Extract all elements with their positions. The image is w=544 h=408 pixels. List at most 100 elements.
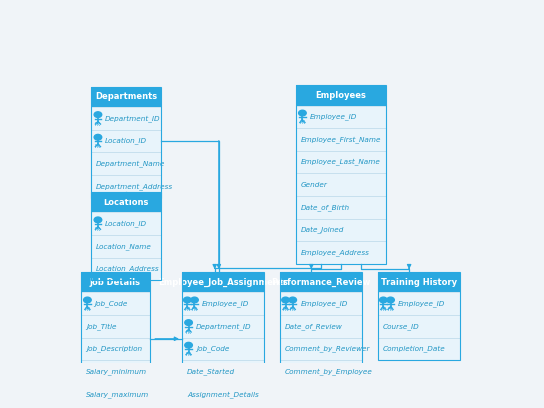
Text: FK: FK xyxy=(387,307,393,312)
Circle shape xyxy=(94,134,102,140)
Text: FK: FK xyxy=(186,330,191,335)
Circle shape xyxy=(282,297,289,303)
Bar xyxy=(296,219,386,241)
Text: Employees: Employees xyxy=(316,91,367,100)
Text: Date_of_Review: Date_of_Review xyxy=(285,323,343,330)
Bar xyxy=(296,173,386,196)
Text: Training History: Training History xyxy=(381,278,457,287)
Text: PK: PK xyxy=(95,122,101,126)
Text: Salary_minimum: Salary_minimum xyxy=(86,368,147,375)
Text: Employee_Last_Name: Employee_Last_Name xyxy=(301,159,381,166)
Circle shape xyxy=(191,297,198,303)
Circle shape xyxy=(185,320,193,326)
Bar xyxy=(91,235,161,257)
Bar xyxy=(378,315,460,338)
Bar xyxy=(81,272,150,406)
Bar xyxy=(182,272,264,406)
Bar xyxy=(296,128,386,151)
Bar xyxy=(296,196,386,219)
Bar xyxy=(81,338,150,360)
Circle shape xyxy=(387,297,394,303)
Text: Employee_ID: Employee_ID xyxy=(398,300,446,307)
Text: Employee_First_Name: Employee_First_Name xyxy=(301,136,381,143)
Text: PK: PK xyxy=(95,227,101,232)
Text: FK: FK xyxy=(95,144,101,149)
Text: Employee_Job_Assignments: Employee_Job_Assignments xyxy=(158,278,288,287)
Bar xyxy=(280,293,362,315)
Text: Performance_Review: Performance_Review xyxy=(271,278,371,287)
Text: Job_Title: Job_Title xyxy=(86,323,116,330)
Text: PK: PK xyxy=(299,120,306,125)
Bar xyxy=(280,315,362,338)
Bar xyxy=(280,360,362,383)
Text: Departments: Departments xyxy=(95,92,157,101)
Text: Date_Started: Date_Started xyxy=(187,368,235,375)
Circle shape xyxy=(94,217,102,223)
Text: Department_Address: Department_Address xyxy=(96,183,174,190)
Text: Job_Code: Job_Code xyxy=(95,300,128,307)
Text: Job_Code: Job_Code xyxy=(196,346,229,353)
Circle shape xyxy=(299,110,306,116)
Text: Employee_ID: Employee_ID xyxy=(300,300,348,307)
Circle shape xyxy=(183,297,191,303)
Text: Job Details: Job Details xyxy=(90,278,141,287)
Bar xyxy=(81,272,150,293)
Bar xyxy=(182,315,264,338)
Bar xyxy=(91,86,161,197)
Bar xyxy=(91,192,161,212)
Bar xyxy=(81,360,150,383)
Text: FK: FK xyxy=(290,307,296,312)
Text: Employee_ID: Employee_ID xyxy=(202,300,250,307)
Bar xyxy=(91,257,161,280)
Bar xyxy=(378,272,460,360)
Bar xyxy=(182,272,264,293)
Bar xyxy=(81,315,150,338)
Text: PK: PK xyxy=(380,307,386,312)
Text: Location_Name: Location_Name xyxy=(96,243,152,250)
Text: PK: PK xyxy=(282,307,289,312)
Text: Assignment_Details: Assignment_Details xyxy=(187,391,258,398)
Bar xyxy=(91,107,161,130)
Bar xyxy=(91,175,161,197)
Text: Course_ID: Course_ID xyxy=(383,323,419,330)
Bar xyxy=(378,272,460,293)
Bar xyxy=(296,85,386,264)
Text: Date_of_Birth: Date_of_Birth xyxy=(301,204,350,211)
Text: FK: FK xyxy=(191,307,197,312)
Bar xyxy=(280,272,362,293)
Bar xyxy=(91,212,161,235)
Bar xyxy=(378,293,460,315)
Bar xyxy=(182,293,264,315)
Bar xyxy=(296,106,386,128)
Text: Locations: Locations xyxy=(103,197,149,206)
Circle shape xyxy=(289,297,296,303)
Bar xyxy=(81,383,150,406)
Text: Comment_by_Employee: Comment_by_Employee xyxy=(285,368,373,375)
Bar xyxy=(91,152,161,175)
Circle shape xyxy=(185,342,193,348)
Bar xyxy=(91,192,161,280)
Text: PK: PK xyxy=(184,307,190,312)
Bar xyxy=(296,151,386,173)
Circle shape xyxy=(380,297,387,303)
Text: FK: FK xyxy=(186,352,191,357)
Text: Completion_Date: Completion_Date xyxy=(383,346,446,353)
Bar xyxy=(296,85,386,106)
Bar xyxy=(296,241,386,264)
Text: Date_Joined: Date_Joined xyxy=(301,226,344,233)
Text: Department_ID: Department_ID xyxy=(196,323,251,330)
Bar xyxy=(280,272,362,383)
Text: PK: PK xyxy=(84,307,90,312)
Bar xyxy=(182,360,264,383)
Bar xyxy=(182,338,264,360)
Text: Department_ID: Department_ID xyxy=(105,115,160,122)
Bar xyxy=(81,293,150,315)
Circle shape xyxy=(94,112,102,118)
Text: Location_ID: Location_ID xyxy=(105,137,147,144)
Bar xyxy=(91,86,161,107)
Text: Department_Name: Department_Name xyxy=(96,160,165,167)
Bar xyxy=(378,338,460,360)
Bar xyxy=(182,383,264,406)
Circle shape xyxy=(84,297,91,303)
Text: Location_ID: Location_ID xyxy=(105,220,147,227)
